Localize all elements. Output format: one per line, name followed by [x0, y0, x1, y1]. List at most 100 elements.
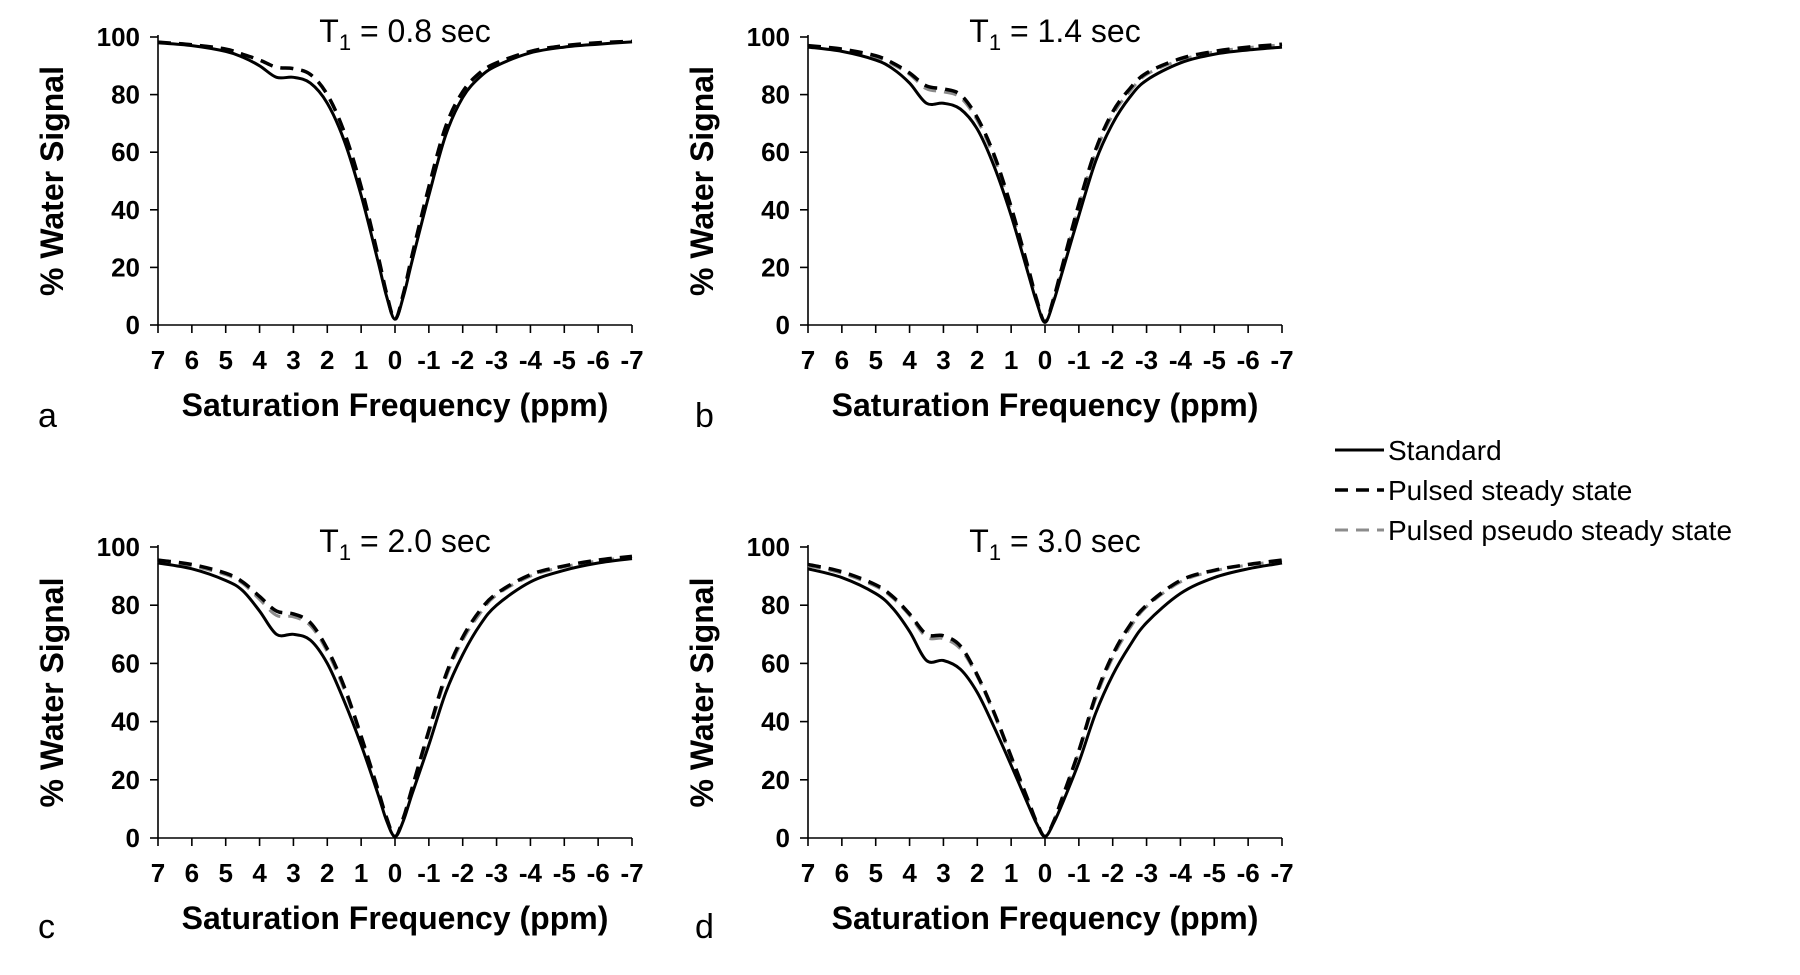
y-tick-label-c: 40: [111, 707, 140, 737]
x-tick-label-b: -6: [1237, 345, 1260, 375]
x-tick-label-b: 5: [868, 345, 882, 375]
y-tick-label-c: 20: [111, 765, 140, 795]
y-tick-label-a: 80: [111, 80, 140, 110]
y-tick-label-a: 60: [111, 137, 140, 167]
x-tick-label-b: -3: [1135, 345, 1158, 375]
x-tick-label-a: -3: [485, 345, 508, 375]
x-tick-label-c: -5: [553, 858, 576, 888]
y-tick-label-b: 80: [761, 80, 790, 110]
y-tick-label-b: 60: [761, 137, 790, 167]
x-axis-title-d: Saturation Frequency (ppm): [832, 900, 1259, 936]
x-tick-label-a: 3: [286, 345, 300, 375]
y-tick-label-a: 100: [97, 22, 140, 52]
x-tick-label-d: 4: [902, 858, 917, 888]
x-tick-label-a: -7: [620, 345, 643, 375]
x-tick-label-b: -4: [1169, 345, 1193, 375]
x-tick-label-c: 5: [218, 858, 232, 888]
x-tick-label-a: -2: [451, 345, 474, 375]
x-axis-title-a: Saturation Frequency (ppm): [182, 387, 609, 423]
x-tick-label-d: -5: [1203, 858, 1226, 888]
y-tick-label-a: 40: [111, 195, 140, 225]
x-tick-label-c: -1: [417, 858, 440, 888]
y-tick-label-d: 100: [747, 532, 790, 562]
x-tick-label-b: 6: [835, 345, 849, 375]
x-tick-label-d: -7: [1270, 858, 1293, 888]
x-tick-label-d: -4: [1169, 858, 1193, 888]
x-tick-label-b: -1: [1067, 345, 1090, 375]
series-line-standard-c: [157, 557, 633, 839]
panel-letter-c: c: [38, 908, 55, 946]
panel-title-c: T1 = 2.0 sec: [319, 523, 490, 565]
panel-title-d: T1 = 3.0 sec: [969, 523, 1140, 565]
y-tick-label-d: 60: [761, 648, 790, 678]
x-tick-label-a: -1: [417, 345, 440, 375]
x-tick-label-d: -1: [1067, 858, 1090, 888]
series-line-pulsed-steady-state-a: [157, 39, 633, 321]
y-tick-label-b: 100: [747, 22, 790, 52]
x-tick-label-b: -5: [1203, 345, 1226, 375]
x-tick-label-b: 3: [936, 345, 950, 375]
y-tick-label-d: 40: [761, 707, 790, 737]
series-line-pulsed-steady-state-b: [807, 42, 1283, 324]
series-line-standard-b: [807, 45, 1283, 324]
x-tick-label-c: -7: [620, 858, 643, 888]
y-tick-label-b: 0: [776, 310, 790, 340]
x-tick-label-b: 1: [1004, 345, 1018, 375]
x-tick-label-d: 7: [801, 858, 815, 888]
x-tick-label-d: 0: [1038, 858, 1052, 888]
y-axis-title-c: % Water Signal: [34, 578, 70, 808]
y-axis-title-a: % Water Signal: [34, 66, 70, 296]
x-tick-label-d: 3: [936, 858, 950, 888]
x-tick-label-d: 5: [868, 858, 882, 888]
x-tick-label-c: -6: [587, 858, 610, 888]
x-tick-label-d: -2: [1101, 858, 1124, 888]
y-tick-label-c: 60: [111, 648, 140, 678]
series-line-standard-a: [157, 40, 633, 321]
x-tick-label-a: 2: [320, 345, 334, 375]
x-tick-label-c: -3: [485, 858, 508, 888]
x-tick-label-d: -3: [1135, 858, 1158, 888]
x-tick-label-c: 4: [252, 858, 267, 888]
panel-letter-a: a: [38, 397, 57, 435]
legend: Standard Pulsed steady state Pulsed pseu…: [1335, 435, 1732, 546]
series-line-pulsed-pseudo-steady-state-a: [157, 39, 633, 321]
series-line-pulsed-pseudo-steady-state-d: [807, 559, 1283, 839]
x-tick-label-b: -7: [1270, 345, 1293, 375]
x-tick-label-a: 6: [185, 345, 199, 375]
series-line-pulsed-pseudo-steady-state-b: [807, 43, 1283, 324]
y-tick-label-c: 0: [126, 823, 140, 853]
y-tick-label-a: 20: [111, 252, 140, 282]
x-tick-label-c: 3: [286, 858, 300, 888]
x-tick-label-b: 4: [902, 345, 917, 375]
x-tick-label-d: 1: [1004, 858, 1018, 888]
x-tick-label-b: 0: [1038, 345, 1052, 375]
series-line-pulsed-steady-state-d: [807, 558, 1283, 839]
legend-label-pulsed-steady-state: Pulsed steady state: [1388, 475, 1632, 506]
x-tick-label-a: 7: [151, 345, 165, 375]
x-tick-label-b: -2: [1101, 345, 1124, 375]
y-axis-title-d: % Water Signal: [684, 578, 720, 808]
x-tick-label-c: -4: [519, 858, 543, 888]
x-tick-label-b: 7: [801, 345, 815, 375]
y-tick-label-c: 100: [97, 532, 140, 562]
y-tick-label-a: 0: [126, 310, 140, 340]
x-tick-label-a: -6: [587, 345, 610, 375]
series-line-pulsed-steady-state-c: [157, 554, 633, 839]
y-tick-label-b: 40: [761, 195, 790, 225]
x-tick-label-d: -6: [1237, 858, 1260, 888]
panel-title-a: T1 = 0.8 sec: [319, 13, 490, 55]
x-tick-label-c: 2: [320, 858, 334, 888]
x-tick-label-a: -4: [519, 345, 543, 375]
y-tick-label-d: 80: [761, 590, 790, 620]
legend-label-pulsed-pseudo-steady-state: Pulsed pseudo steady state: [1388, 515, 1732, 546]
panel-letter-d: d: [695, 908, 714, 946]
x-tick-label-c: -2: [451, 858, 474, 888]
x-tick-label-a: 5: [218, 345, 232, 375]
x-tick-label-a: 1: [354, 345, 368, 375]
y-axis-title-b: % Water Signal: [684, 66, 720, 296]
x-tick-label-b: 2: [970, 345, 984, 375]
